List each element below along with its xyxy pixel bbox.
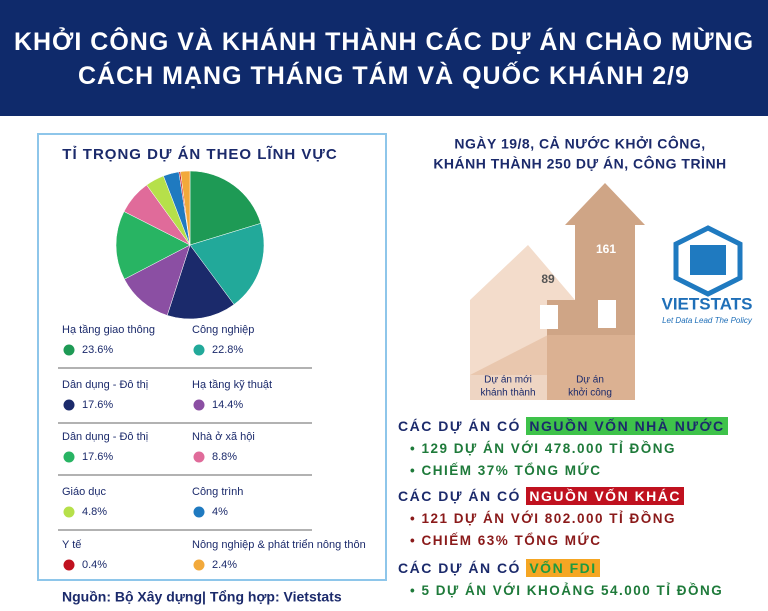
logo: VIETSTATS Let Data Lead The Policy: [662, 225, 753, 325]
legend-dot: [63, 451, 75, 463]
pie-slice: [166, 244, 235, 320]
section-bullet: CHIẾM 63% TỔNG MỨC: [410, 533, 601, 548]
legend-label: Dân dụng - Đô thị: [62, 379, 148, 391]
section-prefix: CÁC DỰ ÁN CÓ: [398, 560, 521, 576]
pie-slice: [180, 170, 191, 246]
legend-label: Nông nghiệp & phát triển nông thôn: [192, 539, 366, 551]
logo-slogan: Let Data Lead The Policy: [662, 316, 753, 325]
section-bullet: 129 DỰ ÁN VỚI 478.000 TỈ ĐỒNG: [410, 441, 676, 456]
legend-label: Giáo dục: [62, 486, 107, 498]
window: [540, 305, 558, 329]
legend-dot: [193, 506, 205, 518]
legend-dot: [193, 399, 205, 411]
legend-label: Y tế: [62, 539, 81, 551]
house-label: Dự án: [576, 375, 604, 386]
logo-mark: [690, 245, 726, 275]
logo-mark: [673, 225, 743, 297]
house-value: 89: [541, 272, 555, 286]
section-bullet: 5 DỰ ÁN VỚI KHOẢNG 54.000 TỈ ĐỒNG: [410, 583, 723, 598]
legend-value: 2.4%: [212, 559, 237, 571]
house-label: khánh thành: [480, 388, 535, 399]
legend-label: Dân dụng - Đô thị: [62, 431, 148, 443]
legend-dot: [63, 344, 75, 356]
section-heading: CÁC DỰ ÁN CÓ VỐN FDI: [398, 559, 600, 577]
legend-value: 4.8%: [82, 506, 107, 518]
chart-title: TỈ TRỌNG DỰ ÁN THEO LĨNH VỰC: [62, 145, 337, 163]
source: Nguồn: Bộ Xây dựng| Tổng hợp: Vietstats: [62, 589, 342, 605]
legend-dot: [193, 344, 205, 356]
legend-value: 4%: [212, 506, 228, 518]
pie-slice: [124, 244, 191, 316]
section-highlight: VỐN FDI: [526, 559, 600, 577]
header: KHỞI CÔNG VÀ KHÁNH THÀNH CÁC DỰ ÁN CHÀO …: [0, 0, 768, 116]
title-line: CÁCH MẠNG THÁNG TÁM VÀ QUỐC KHÁNH 2/9: [78, 62, 690, 90]
section-heading: CÁC DỰ ÁN CÓ NGUỒN VỐN KHÁC: [398, 487, 685, 505]
legend-dot: [63, 399, 75, 411]
legend-label: Hạ tầng kỹ thuật: [192, 379, 272, 391]
legend-dot: [193, 559, 205, 571]
pie-slice: [189, 223, 265, 305]
section-highlight: NGUỒN VỐN NHÀ NƯỚC: [526, 417, 728, 435]
section-bullet: CHIẾM 37% TỔNG MỨC: [410, 463, 601, 478]
section-prefix: CÁC DỰ ÁN CÓ: [398, 418, 521, 434]
legend-dot: [63, 506, 75, 518]
window: [598, 300, 616, 328]
legend-value: 17.6%: [82, 451, 113, 463]
houses: 89 161 Dự án mới khánh thành Dự án khởi …: [470, 183, 645, 400]
section-heading: CÁC DỰ ÁN CÓ NGUỒN VỐN NHÀ NƯỚC: [398, 417, 728, 435]
house-label: khởi công: [568, 387, 612, 399]
legend-label: Nhà ở xã hội: [192, 431, 255, 443]
legend-value: 17.6%: [82, 399, 113, 411]
legend-value: 0.4%: [82, 559, 107, 571]
section-prefix: CÁC DỰ ÁN CÓ: [398, 488, 521, 504]
section-highlight: NGUỒN VỐN KHÁC: [526, 487, 685, 505]
section-bullet: 121 DỰ ÁN VỚI 802.000 TỈ ĐỒNG: [410, 511, 676, 526]
legend-label: Công trình: [192, 486, 243, 498]
house-value: 161: [596, 242, 616, 256]
house-base: [470, 335, 635, 400]
legend-dot: [63, 559, 75, 571]
legend-label: Hạ tầng giao thông: [62, 324, 155, 336]
logo-name: VIETSTATS: [662, 294, 753, 313]
house-label: Dự án mới: [484, 375, 532, 386]
legend-dot: [193, 451, 205, 463]
summary-title: KHÁNH THÀNH 250 DỰ ÁN, CÔNG TRÌNH: [433, 155, 726, 172]
legend-value: 14.4%: [212, 399, 243, 411]
legend-value: 22.8%: [212, 344, 243, 356]
legend-value: 8.8%: [212, 451, 237, 463]
summary-title: NGÀY 19/8, CẢ NƯỚC KHỞI CÔNG,: [454, 135, 705, 152]
pie-panel: [37, 133, 387, 581]
pie-slice: [189, 170, 262, 246]
legend-value: 23.6%: [82, 344, 113, 356]
title-line: KHỞI CÔNG VÀ KHÁNH THÀNH CÁC DỰ ÁN CHÀO …: [13, 28, 755, 56]
legend-label: Công nghiệp: [192, 324, 254, 336]
pie-slice: [115, 211, 191, 280]
